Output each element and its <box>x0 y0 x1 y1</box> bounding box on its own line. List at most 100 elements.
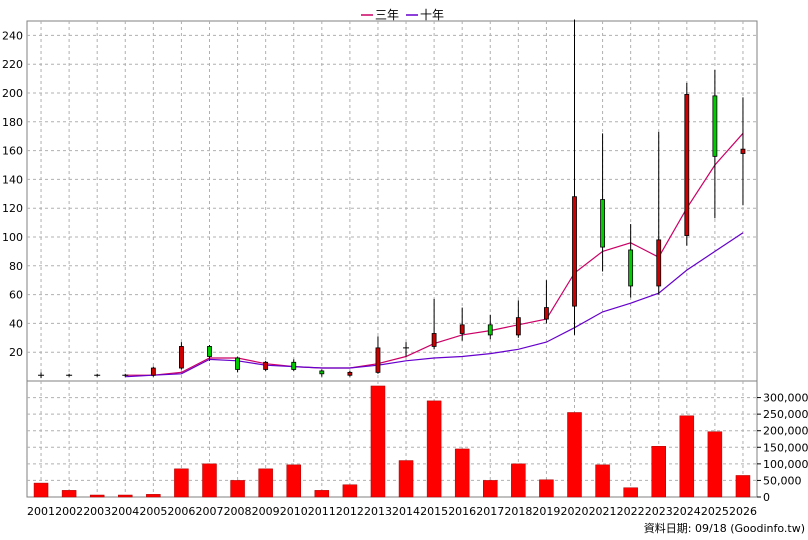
volume-bar <box>146 494 161 498</box>
price-tick-label: 220 <box>2 58 23 71</box>
candle-body <box>656 239 662 287</box>
price-tick-label: 120 <box>2 202 23 215</box>
volume-bar <box>258 468 273 498</box>
year-tick-label: 2015 <box>420 505 448 518</box>
year-tick-label: 2016 <box>448 505 476 518</box>
candles <box>38 19 746 379</box>
year-tick-label: 2021 <box>589 505 617 518</box>
volume-tick-label: 50,000 <box>763 474 802 487</box>
year-tick-label: 2001 <box>27 505 55 518</box>
price-tick-label: 180 <box>2 116 23 129</box>
year-tick-label: 2018 <box>504 505 532 518</box>
legend: 三年 十年 <box>361 8 444 22</box>
candle-body <box>431 333 437 347</box>
candle-body <box>235 357 240 370</box>
volume-tick-label: 150,000 <box>763 441 808 454</box>
volume-bar <box>286 464 301 498</box>
year-tick-label: 2010 <box>280 505 308 518</box>
price-tick-label: 240 <box>2 29 23 42</box>
volume-bar <box>539 479 554 498</box>
candle-body <box>459 324 465 334</box>
price-tick-label: 60 <box>9 289 23 302</box>
year-tick-label: 2023 <box>645 505 673 518</box>
year-tick-label: 2013 <box>364 505 392 518</box>
volume-bar <box>483 480 498 498</box>
candle-body <box>263 361 269 370</box>
volume-bar <box>398 460 414 498</box>
candle-body <box>291 361 297 370</box>
axis-labels: 20 40 60 80 100 120 140 160 180 200 220 240 0 50,000 1… <box>2 29 808 518</box>
grid <box>26 20 761 498</box>
volume-bar <box>426 400 442 498</box>
volume-tick-label: 250,000 <box>763 408 808 421</box>
volume-bar <box>202 463 217 498</box>
candle-body <box>684 94 690 236</box>
year-tick-label: 2025 <box>701 505 729 518</box>
legend-label-three-year: 三年 <box>375 8 399 22</box>
volume-bar <box>33 482 49 498</box>
price-tick-label: 140 <box>2 173 23 186</box>
year-tick-label: 2007 <box>196 505 224 518</box>
year-tick-label: 2017 <box>476 505 504 518</box>
volume-bar <box>735 475 751 498</box>
price-tick-label: 200 <box>2 87 23 100</box>
price-tick-label: 100 <box>2 231 23 244</box>
plot-frame <box>26 20 758 498</box>
candle-body <box>347 371 353 376</box>
volume-bar <box>118 494 133 498</box>
year-tick-label: 2005 <box>139 505 167 518</box>
data-source-label: 資料日期: 09/18 (Goodinfo.tw) <box>644 521 805 535</box>
candle-body <box>600 199 605 248</box>
volume-tick-label: 100,000 <box>763 458 808 471</box>
volume-tick-label: 200,000 <box>763 425 808 438</box>
volume-bar <box>623 487 638 498</box>
candle-body <box>628 249 634 287</box>
volume-bar <box>595 464 610 498</box>
year-tick-label: 2009 <box>252 505 280 518</box>
candle-body <box>179 346 184 369</box>
year-tick-label: 2012 <box>336 505 364 518</box>
volume-bar <box>707 431 723 498</box>
year-tick-label: 2014 <box>392 505 420 518</box>
candle-body <box>319 370 325 375</box>
year-tick-label: 2011 <box>308 505 336 518</box>
volume-bars <box>33 385 751 498</box>
candle-body <box>740 148 746 154</box>
candle-body <box>207 346 212 357</box>
ma-line-series <box>125 232 744 378</box>
legend-label-ten-year: 十年 <box>420 8 444 22</box>
volume-bar <box>651 446 666 498</box>
candle-body <box>375 347 381 373</box>
candle-body <box>150 367 156 376</box>
volume-bar <box>342 484 358 498</box>
price-tick-label: 80 <box>9 260 23 273</box>
candle-body <box>712 95 718 157</box>
volume-tick-label: 300,000 <box>763 392 808 405</box>
volume-bar <box>454 448 470 498</box>
volume-bar <box>567 412 582 498</box>
price-tick-label: 40 <box>9 317 23 330</box>
volume-bar <box>314 490 330 498</box>
year-tick-label: 2026 <box>729 505 757 518</box>
volume-bar <box>61 490 77 498</box>
volume-bar <box>679 415 695 498</box>
volume-bar <box>174 468 189 498</box>
volume-bar <box>370 385 386 498</box>
volume-bar <box>89 494 105 498</box>
candle-body <box>487 324 493 336</box>
volume-tick-label: 0 <box>763 491 770 504</box>
price-tick-label: 160 <box>2 145 23 158</box>
year-tick-label: 2003 <box>83 505 111 518</box>
volume-bar <box>511 463 526 498</box>
year-tick-label: 2020 <box>561 505 589 518</box>
year-tick-label: 2006 <box>167 505 195 518</box>
candle-body <box>515 317 521 336</box>
year-tick-label: 2002 <box>55 505 83 518</box>
year-tick-label: 2024 <box>673 505 701 518</box>
price-tick-label: 20 <box>9 346 23 359</box>
year-tick-label: 2022 <box>617 505 645 518</box>
candle-body <box>572 196 577 307</box>
volume-bar <box>230 480 245 498</box>
year-tick-label: 2004 <box>111 505 139 518</box>
